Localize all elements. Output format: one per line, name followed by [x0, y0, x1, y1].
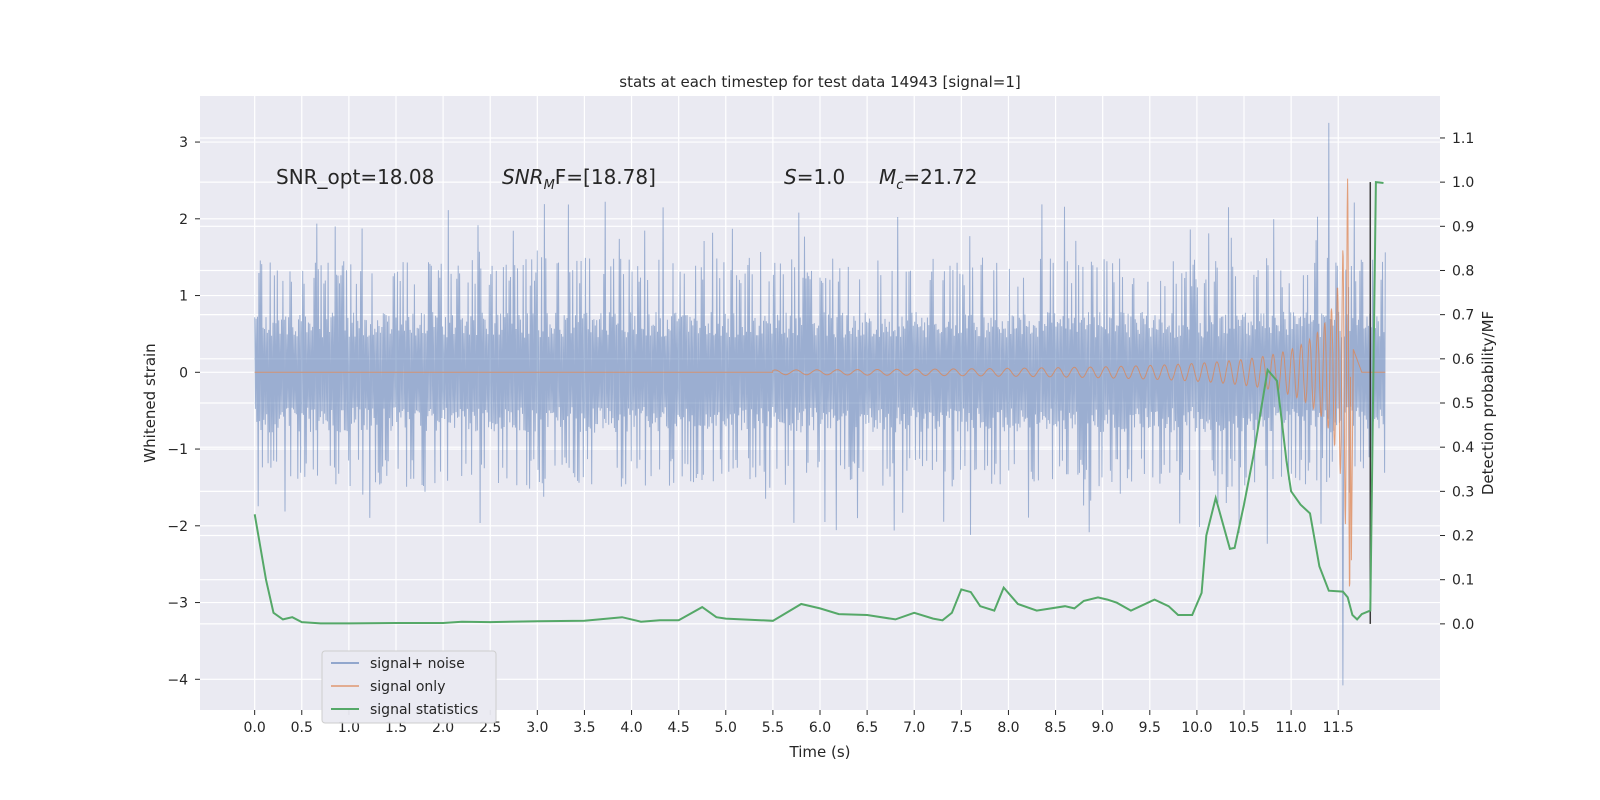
y2-tick-label: 0.5 — [1452, 396, 1474, 412]
snr-mf-label: SNR — [502, 165, 544, 189]
x-tick-label: 4.0 — [620, 720, 642, 736]
x-tick-label: 10.0 — [1181, 720, 1212, 736]
series-signal-statistics — [253, 180, 1384, 625]
snr-mf-subscript: M — [544, 178, 555, 193]
y2-tick-label: 0.9 — [1452, 219, 1474, 235]
series-signal-only — [254, 178, 1386, 587]
x-tick-label: 9.5 — [1139, 720, 1161, 736]
y-tick-label: 2 — [179, 212, 188, 228]
mc-value: =21.72 — [903, 165, 977, 189]
x-tick-label: 2.5 — [479, 720, 501, 736]
annotations: SNR_opt=18.08 SNRMF=[18.78] S=1.0 Mc=21.… — [276, 165, 977, 193]
x-axis-label: Time (s) — [789, 743, 851, 761]
legend-box — [321, 650, 497, 724]
x-tick-label: 1.5 — [385, 720, 407, 736]
s-label: S — [784, 165, 797, 189]
y-tick-label: 3 — [179, 135, 188, 151]
mc-label: M — [879, 165, 896, 189]
x-tick-label: 8.0 — [997, 720, 1019, 736]
x-tick-label: 6.5 — [856, 720, 878, 736]
y2-tick-label: 0.1 — [1452, 573, 1474, 589]
x-tick-label: 0.0 — [244, 720, 266, 736]
y-tick-label: −2 — [167, 519, 188, 535]
y-tick-label: 1 — [179, 289, 188, 305]
y2-tick-label: 0.8 — [1452, 263, 1474, 279]
annotation-s: S=1.0 — [784, 165, 845, 189]
snr-mf-value: F=[18.78] — [555, 165, 656, 189]
y-axis-label: Whitened strain — [141, 343, 159, 462]
axes: 0.0 0.5 1.0 1.5 2.0 2.5 3.0 3.5 4.0 4.5 5.0 5.5 6.0 6… — [167, 131, 1474, 736]
y-tick-label: −1 — [167, 442, 188, 458]
y-tick-label: 0 — [179, 365, 188, 381]
y2-axis-label: Detection probability/MF — [1479, 311, 1497, 495]
y-tick-label: −4 — [167, 672, 188, 688]
annotation-snr-opt: SNR_opt=18.08 — [276, 165, 434, 189]
x-tick-label: 0.5 — [291, 720, 313, 736]
legend-label-signal-noise: signal+ noise — [370, 656, 465, 672]
y2-tick-label: 0.4 — [1452, 440, 1474, 456]
x-tick-label: 10.5 — [1228, 720, 1259, 736]
x-tick-label: 11.0 — [1276, 720, 1307, 736]
y2-tick-label: 1.1 — [1452, 131, 1474, 147]
legend-label-signal-only: signal only — [370, 679, 445, 695]
y2-tick-label: 0.3 — [1452, 484, 1474, 500]
x-tick-label: 8.5 — [1044, 720, 1066, 736]
x-tick-label: 7.0 — [903, 720, 925, 736]
y2-tick-label: 1.0 — [1452, 175, 1474, 191]
x-tick-label: 11.5 — [1323, 720, 1354, 736]
mc-subscript: c — [896, 178, 903, 193]
y2-tick-label: 0.0 — [1452, 617, 1474, 633]
x-tick-label: 6.0 — [809, 720, 831, 736]
x-tick-label: 7.5 — [950, 720, 972, 736]
x-tick-label: 1.0 — [338, 720, 360, 736]
plot-content — [253, 122, 1386, 686]
x-tick-label: 5.5 — [762, 720, 784, 736]
annotation-snr-mf: SNRMF=[18.78] — [502, 165, 656, 193]
x-tick-label: 4.5 — [668, 720, 690, 736]
annotation-mc: Mc=21.72 — [879, 165, 977, 193]
x-tick-label: 3.0 — [526, 720, 548, 736]
y2-tick-label: 0.2 — [1452, 529, 1474, 545]
s-value: =1.0 — [797, 165, 846, 189]
legend-label-signal-statistics: signal statistics — [370, 702, 478, 718]
x-tick-label: 3.5 — [573, 720, 595, 736]
y2-tick-label: 0.6 — [1452, 352, 1474, 368]
chart-title: stats at each timestep for test data 149… — [619, 73, 1020, 91]
x-tick-label: 9.0 — [1092, 720, 1114, 736]
legend: signal+ noise signal only signal statist… — [321, 650, 497, 724]
y-tick-label: −3 — [167, 596, 188, 612]
x-tick-label: 5.0 — [715, 720, 737, 736]
x-tick-label: 2.0 — [432, 720, 454, 736]
y2-tick-label: 0.7 — [1452, 308, 1474, 324]
